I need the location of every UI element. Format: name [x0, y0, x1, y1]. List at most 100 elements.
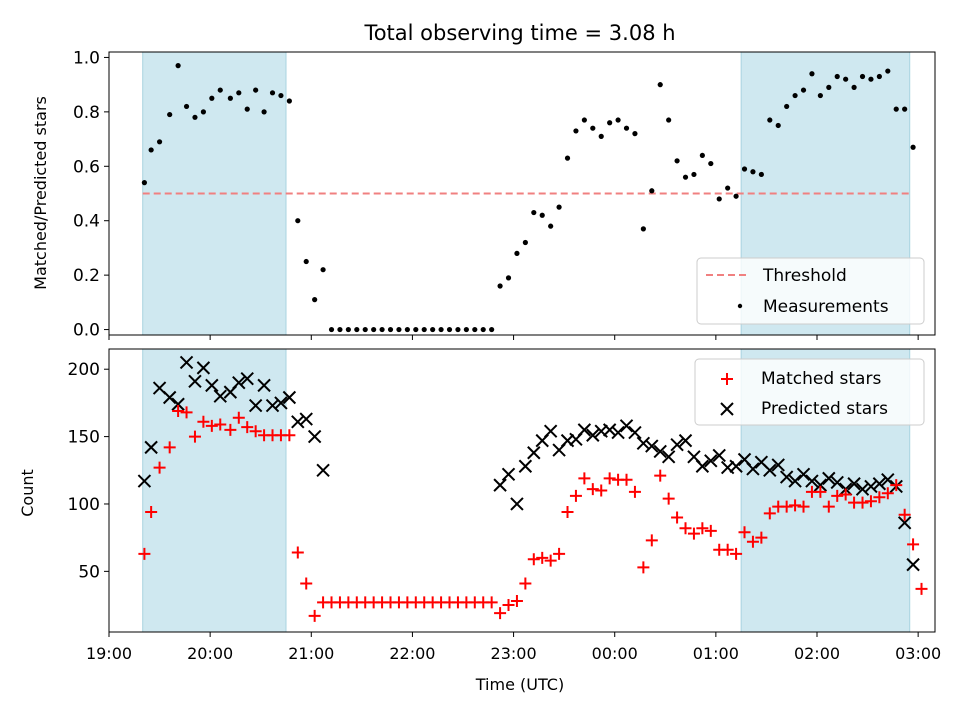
predicted-point — [518, 459, 533, 473]
measurement-point — [733, 193, 739, 199]
count-panel: 50 100 150 200 19:00 20:00 21:00 22:00 23:00 00:… — [18, 348, 941, 694]
matched-point — [485, 596, 498, 609]
bottom-legend-box — [694, 358, 925, 426]
measurement-point — [564, 155, 571, 161]
y-tick-label: 200 — [68, 360, 100, 380]
measurement-point — [362, 326, 368, 333]
predicted-point — [906, 557, 920, 572]
matched-point — [645, 534, 658, 547]
matched-point — [595, 484, 608, 497]
predicted-point — [213, 389, 227, 403]
matched-point — [721, 543, 734, 556]
y-tick-label: 0.0 — [73, 321, 100, 341]
measurement-point — [278, 92, 284, 99]
measurement-point — [505, 275, 512, 281]
matched-point — [241, 421, 254, 434]
bottom-x-axis: 19:00 20:00 21:00 22:00 23:00 00:00 01:00 02:00… — [86, 632, 941, 663]
measurement-point — [682, 174, 689, 180]
measurement-point — [354, 326, 360, 333]
measurement-point — [387, 326, 394, 333]
measurement-point — [269, 90, 276, 96]
measurement-point — [868, 76, 874, 82]
measurement-point — [623, 125, 630, 131]
predicted-point — [796, 467, 811, 482]
measurement-point — [666, 117, 672, 123]
matched-point — [797, 500, 810, 513]
predicted-point — [316, 463, 330, 477]
predicted-point — [653, 444, 667, 459]
legend-matched-label: Matched stars — [761, 369, 881, 389]
x-tick-label: 22:00 — [389, 644, 435, 663]
predicted-point — [543, 424, 558, 438]
top-y-axis: 0.0 0.2 0.4 0.6 0.8 1.0 — [73, 48, 109, 341]
predicted-point — [265, 398, 280, 413]
matched-point — [502, 599, 515, 612]
measurement-point — [200, 109, 206, 115]
predicted-point — [602, 423, 617, 437]
measurement-point — [573, 128, 579, 134]
predicted-point — [611, 425, 625, 440]
measurement-point — [632, 131, 638, 137]
predicted-point — [670, 437, 684, 452]
matched-point — [662, 492, 675, 505]
measurement-point — [758, 171, 764, 178]
predicted-point — [847, 477, 861, 491]
bottom-y-axis: 50 100 150 200 — [68, 360, 109, 582]
predicted-point — [864, 479, 878, 494]
predicted-point — [678, 433, 693, 448]
measurement-point — [691, 171, 697, 178]
matched-point — [536, 551, 549, 564]
matched-point — [291, 546, 304, 559]
measurement-point — [328, 326, 335, 333]
measurement-point — [396, 326, 402, 333]
matched-point — [789, 499, 802, 512]
measurement-point — [607, 120, 613, 126]
x-tick-label: 21:00 — [288, 644, 334, 663]
x-tick-label: 19:00 — [86, 644, 132, 663]
measurement-point — [859, 73, 866, 80]
matched-point — [628, 485, 641, 498]
top-y-axis-label: Matched/Predicted stars — [31, 96, 50, 290]
matched-point — [603, 472, 616, 485]
matched-point — [730, 547, 743, 560]
matched-point — [145, 506, 158, 519]
matched-point — [881, 487, 894, 500]
predicted-point — [822, 471, 836, 486]
predicted-point — [661, 450, 676, 464]
predicted-point — [763, 463, 777, 477]
predicted-point — [779, 470, 794, 484]
measurement-point — [725, 185, 731, 191]
measurement-point — [156, 139, 163, 145]
matched-point — [138, 547, 151, 560]
matched-point — [544, 554, 557, 567]
predicted-point — [746, 462, 760, 476]
measurement-point — [750, 169, 756, 175]
measurement-point — [539, 212, 545, 218]
predicted-point — [179, 355, 194, 370]
count-plot-area — [137, 355, 928, 622]
measurement-point — [851, 84, 857, 90]
y-tick-label: 1.0 — [73, 48, 100, 68]
measurement-point — [843, 76, 849, 82]
bottom-axes-frame — [108, 348, 936, 633]
matched-point — [494, 607, 507, 620]
predicted-point — [196, 361, 211, 375]
measurement-point — [800, 87, 807, 93]
predicted-point — [510, 497, 524, 511]
matched-point — [898, 508, 911, 521]
matched-point — [205, 419, 218, 432]
x-tick-label: 23:00 — [491, 644, 537, 663]
predicted-point — [274, 396, 288, 410]
measurement-point — [244, 106, 250, 112]
predicted-point — [188, 374, 202, 389]
measurement-point — [876, 73, 882, 80]
predicted-point — [872, 477, 887, 491]
predicted-point — [855, 482, 870, 496]
measurement-point — [379, 326, 385, 333]
y-tick-label: 0.4 — [73, 212, 100, 232]
matched-point — [671, 511, 684, 524]
y-tick-label: 0.2 — [73, 266, 100, 286]
predicted-point — [788, 474, 802, 488]
top-legend-box — [696, 257, 925, 325]
